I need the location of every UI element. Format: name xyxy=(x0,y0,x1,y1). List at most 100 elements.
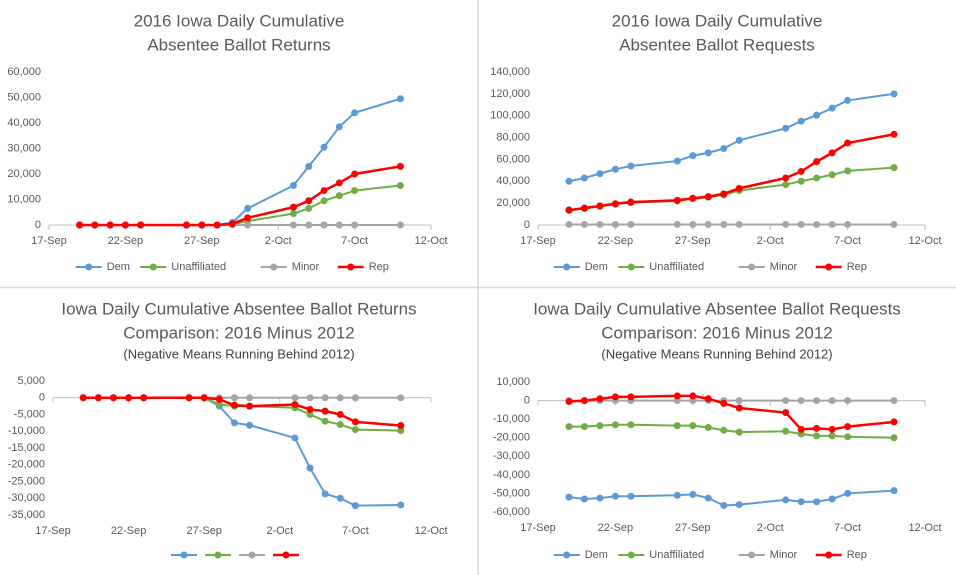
data-point xyxy=(611,421,619,429)
data-point xyxy=(689,220,697,228)
legend-label: Rep xyxy=(369,261,389,273)
data-point xyxy=(397,422,405,430)
legend-marker xyxy=(282,551,290,559)
data-point xyxy=(735,220,743,228)
series-line xyxy=(568,133,895,212)
x-tick-label: 17-Sep xyxy=(520,235,555,247)
data-point xyxy=(397,427,405,435)
data-point xyxy=(336,421,344,429)
data-point xyxy=(306,394,314,402)
data-point xyxy=(797,220,805,228)
x-tick-label: 17-Sep xyxy=(520,522,555,534)
data-point xyxy=(720,145,728,152)
legend-marker xyxy=(825,551,833,559)
data-point xyxy=(735,428,743,436)
y-tick-label: 80,000 xyxy=(496,131,530,143)
data-point xyxy=(336,411,344,418)
data-point xyxy=(94,394,102,402)
x-tick-label: 2-Oct xyxy=(265,235,292,247)
data-point xyxy=(305,197,313,205)
data-point xyxy=(782,181,790,189)
data-point xyxy=(320,143,328,151)
y-tick-label: 0 xyxy=(524,394,530,406)
chart-title: Comparison: 2016 Minus 2012 xyxy=(601,323,833,342)
data-point xyxy=(735,184,743,192)
data-point xyxy=(890,418,898,426)
data-point xyxy=(627,421,635,429)
y-tick-label: 120,000 xyxy=(490,88,530,100)
data-point xyxy=(121,221,129,229)
data-point xyxy=(813,174,821,182)
data-point xyxy=(813,424,821,432)
data-point xyxy=(720,220,728,228)
data-point xyxy=(844,167,852,175)
legend-marker xyxy=(85,263,93,271)
data-point xyxy=(782,427,790,435)
y-tick-label: -20,000 xyxy=(493,432,530,444)
data-point xyxy=(673,491,681,499)
y-tick-label: -25,000 xyxy=(8,475,45,487)
y-tick-label: 30,000 xyxy=(7,142,41,154)
data-point xyxy=(321,407,329,415)
x-tick-label: 12-Oct xyxy=(908,235,941,247)
data-point xyxy=(183,221,191,229)
data-point xyxy=(565,493,573,501)
data-point xyxy=(689,490,697,498)
data-point xyxy=(890,397,898,405)
y-tick-label: -20,000 xyxy=(8,459,45,471)
data-point xyxy=(580,174,588,182)
x-tick-label: 12-Oct xyxy=(414,525,447,537)
data-point xyxy=(890,487,898,495)
legend-label: Minor xyxy=(770,261,798,273)
y-tick-label: 10,000 xyxy=(496,376,530,388)
data-point xyxy=(289,210,297,218)
legend-marker xyxy=(180,551,188,559)
x-tick-label: 7-Oct xyxy=(834,235,861,247)
y-tick-label: -10,000 xyxy=(8,425,45,437)
data-point xyxy=(890,434,898,442)
legend-marker xyxy=(214,551,222,559)
y-tick-label: 140,000 xyxy=(490,66,530,78)
data-point xyxy=(627,198,635,206)
data-point xyxy=(782,496,790,504)
y-tick-label: 0 xyxy=(35,219,41,231)
data-point xyxy=(596,422,604,430)
data-point xyxy=(844,220,852,228)
data-point xyxy=(580,397,588,405)
data-point xyxy=(335,192,343,200)
chart-title: Absentee Ballot Requests xyxy=(619,35,815,54)
data-point xyxy=(306,464,314,472)
legend-label: Unaffiliated xyxy=(171,261,226,273)
data-point xyxy=(580,220,588,228)
y-tick-label: -40,000 xyxy=(493,469,530,481)
data-point xyxy=(320,187,328,195)
data-point xyxy=(720,426,728,434)
data-point xyxy=(813,220,821,228)
data-point xyxy=(844,139,852,147)
data-point xyxy=(689,152,697,160)
y-tick-label: -50,000 xyxy=(493,487,530,499)
legend-label: Dem xyxy=(585,261,608,273)
x-tick-label: 2-Oct xyxy=(757,522,784,534)
x-tick-label: 22-Sep xyxy=(108,235,143,247)
data-point xyxy=(246,402,254,410)
data-point xyxy=(704,193,712,201)
data-point xyxy=(844,489,852,497)
data-point xyxy=(813,111,821,119)
data-point xyxy=(306,411,314,418)
data-point xyxy=(813,432,821,440)
legend-marker xyxy=(825,263,833,271)
data-point xyxy=(289,221,297,229)
data-point xyxy=(321,394,329,402)
data-point xyxy=(140,394,148,402)
data-point xyxy=(797,117,805,125)
data-point xyxy=(611,492,619,500)
data-point xyxy=(782,174,790,182)
legend-marker xyxy=(748,551,756,559)
x-tick-label: 17-Sep xyxy=(35,525,70,537)
legend-label: Minor xyxy=(292,261,320,273)
x-tick-label: 7-Oct xyxy=(341,235,368,247)
data-point xyxy=(336,494,344,502)
data-point xyxy=(244,214,252,222)
data-point xyxy=(689,422,697,430)
